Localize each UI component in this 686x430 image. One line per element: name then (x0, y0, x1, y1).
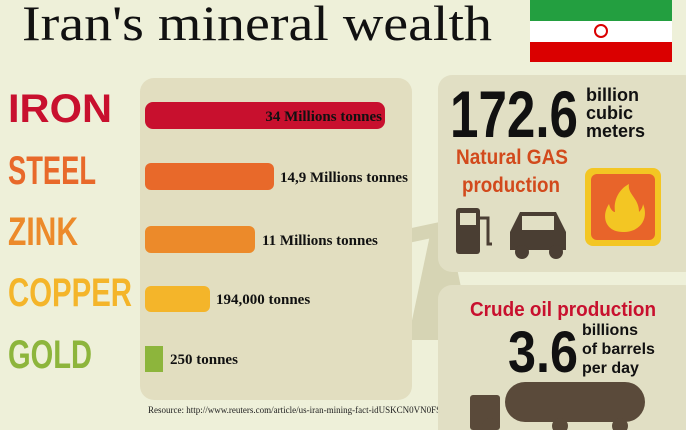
title: Iran's mineral wealth (22, 0, 492, 51)
oil-unit: per day (582, 360, 639, 377)
oil-unit: of barrels (582, 341, 655, 358)
gas-unit: meters (586, 121, 645, 141)
car-icon (510, 212, 566, 259)
gas-label: production (462, 174, 560, 197)
mineral-amount: 34 Millions tonnes (265, 109, 382, 125)
bar (145, 226, 255, 253)
bar (145, 163, 274, 190)
mineral-name: ZINK (8, 210, 78, 254)
fuel-pump-icon (456, 208, 492, 254)
oil-label: Crude oil production (470, 299, 656, 321)
mineral-amount: 14,9 Millions tonnes (280, 170, 408, 186)
flag (530, 0, 672, 62)
mineral-name: GOLD (8, 333, 92, 377)
gas-value: 172.6 (450, 77, 578, 151)
mineral-amount: 250 tonnes (170, 352, 238, 368)
mineral-amount: 194,000 tonnes (216, 292, 310, 308)
oil-unit: billions (582, 322, 638, 339)
oil-value: 3.6 (508, 320, 578, 385)
mineral-name: COPPER (8, 271, 132, 315)
fire-icon (585, 168, 661, 246)
gas-label: Natural GAS (456, 146, 568, 169)
bar (145, 346, 163, 372)
bar (145, 102, 385, 129)
truck-icon (470, 382, 645, 430)
mineral-name: STEEL (8, 149, 96, 193)
bar (145, 286, 210, 312)
minerals-panel (140, 78, 412, 400)
gas-unit: billion (586, 85, 639, 105)
mineral-name: IRON (8, 87, 112, 131)
gas-unit: cubic (586, 103, 633, 123)
source: Resource: http://www.reuters.com/article… (148, 405, 441, 415)
mineral-amount: 11 Millions tonnes (262, 233, 378, 249)
